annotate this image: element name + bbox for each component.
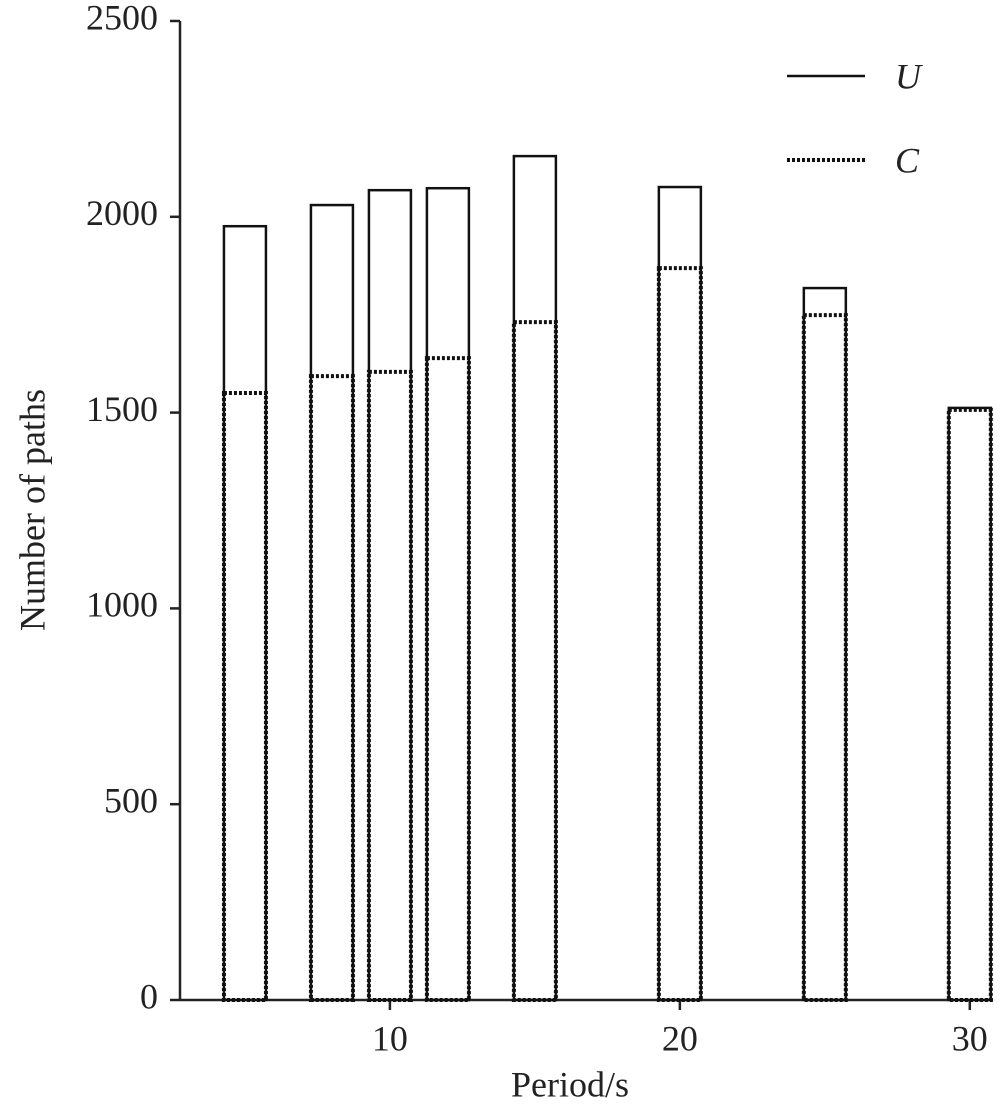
bar — [801, 313, 848, 1002]
bar — [367, 188, 413, 1002]
bar — [425, 186, 471, 1002]
y-tick-label: 2000 — [86, 193, 158, 233]
y-tick-label: 1500 — [86, 389, 158, 429]
legend-label: C — [895, 140, 920, 180]
bar — [366, 369, 413, 1002]
y-tick-label: 1000 — [86, 585, 158, 625]
bar — [946, 407, 993, 1002]
y-tick-label: 500 — [104, 780, 158, 820]
bar — [657, 185, 703, 1002]
y-tick-label: 2500 — [86, 0, 158, 37]
bar — [309, 203, 355, 1002]
bar — [802, 286, 848, 1002]
bar — [511, 320, 558, 1003]
y-tick-label: 0 — [140, 976, 158, 1016]
bar — [221, 391, 268, 1002]
y-axis-label: Number of paths — [12, 389, 52, 631]
x-tick-label: 20 — [662, 1018, 698, 1058]
bar — [947, 406, 993, 1002]
bar — [512, 154, 558, 1002]
bar — [222, 224, 268, 1002]
x-tick-label: 10 — [372, 1018, 408, 1058]
x-axis-label: Period/s — [511, 1064, 629, 1104]
bar — [308, 374, 355, 1002]
legend-label: U — [895, 56, 923, 96]
bar — [424, 356, 471, 1002]
bar — [656, 266, 703, 1002]
x-tick-label: 30 — [952, 1018, 988, 1058]
